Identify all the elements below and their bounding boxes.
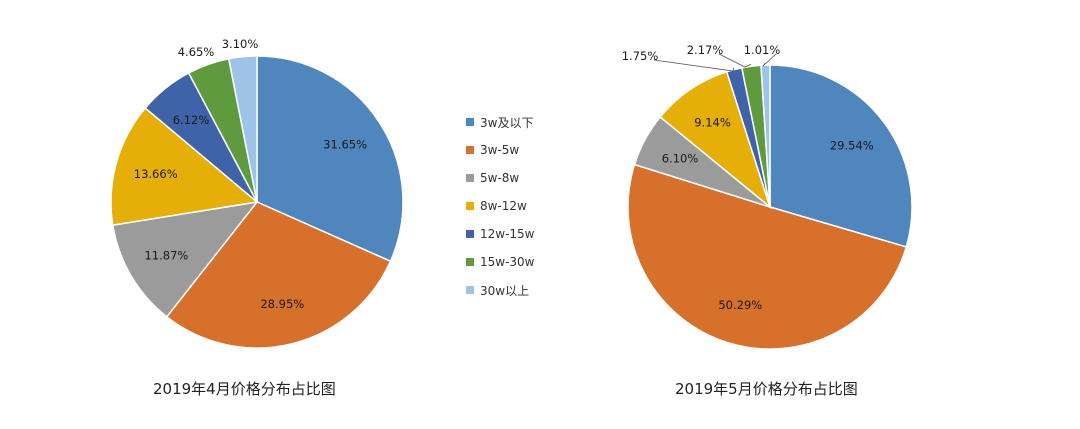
data-label-may-4: 1.75%	[622, 49, 659, 63]
pie-slice-april-3	[110, 106, 259, 226]
legend-label: 15w-30w	[480, 255, 535, 269]
legend-swatch	[466, 258, 474, 266]
leader-line-may-6	[762, 53, 777, 67]
data-label-may-6: 1.01%	[744, 43, 781, 57]
legend-label: 8w-12w	[480, 199, 527, 213]
data-label-may-3: 9.14%	[694, 115, 731, 129]
data-label-may-1: 50.29%	[718, 298, 762, 312]
pie-slice-may-6	[760, 64, 771, 208]
data-label-april-2: 11.87%	[144, 248, 188, 262]
pie-slice-may-1	[627, 163, 908, 350]
pie-chart-april: 31.65% 28.95% 11.87% 13.66% 6.12% 4.65% 3.10%	[110, 37, 404, 349]
legend-swatch	[466, 286, 474, 294]
data-label-may-2: 6.10%	[662, 151, 699, 165]
legend-swatch	[466, 202, 474, 210]
data-label-april-4: 6.12%	[173, 113, 210, 127]
data-label-april-5: 4.65%	[178, 45, 215, 59]
pie-slice-april-2	[111, 200, 259, 318]
legend-label: 3w-5w	[480, 143, 520, 157]
data-label-april-0: 31.65%	[323, 138, 367, 152]
leader-line-may-4	[653, 59, 735, 72]
chart-title-april: 2019年4月价格分布占比图	[153, 380, 336, 398]
data-label-april-3: 13.66%	[134, 167, 178, 181]
legend-swatch	[466, 230, 474, 238]
chart-title-may: 2019年5月价格分布占比图	[675, 380, 858, 398]
legend-item: 8w-12w	[466, 192, 535, 220]
legend-swatch	[466, 174, 474, 182]
legend-item: 12w-15w	[466, 220, 535, 248]
legend-item: 3w-5w	[466, 136, 535, 164]
legend-item: 5w-8w	[466, 164, 535, 192]
leader-line-may-5	[718, 53, 752, 68]
data-label-may-5: 2.17%	[687, 43, 724, 57]
pie-slice-may-3	[659, 70, 772, 210]
pie-slice-april-0	[256, 55, 404, 263]
data-label-april-1: 28.95%	[260, 297, 304, 311]
legend-item: 15w-30w	[466, 248, 535, 276]
legend-label: 5w-8w	[480, 171, 520, 185]
legend-label: 3w及以下	[480, 115, 534, 130]
legend-item: 30w以上	[466, 276, 535, 304]
legend-item: 3w及以下	[466, 108, 535, 136]
legend-label: 30w以上	[480, 283, 530, 298]
pie-slice-may-0	[769, 64, 913, 248]
legend-swatch	[466, 118, 474, 126]
legend-label: 12w-15w	[480, 227, 535, 241]
legend: 3w及以下 3w-5w 5w-8w 8w-12w 12w-15w 15w-30w…	[466, 108, 535, 304]
pie-chart-may: 29.54% 50.29% 6.10% 9.14% 1.75% 2.17% 1.01%	[622, 43, 913, 350]
data-label-may-0: 29.54%	[830, 139, 874, 153]
pie-slice-april-6	[227, 55, 258, 203]
data-label-april-6: 3.10%	[222, 37, 259, 51]
legend-swatch	[466, 146, 474, 154]
pie-slice-april-1	[165, 201, 392, 349]
